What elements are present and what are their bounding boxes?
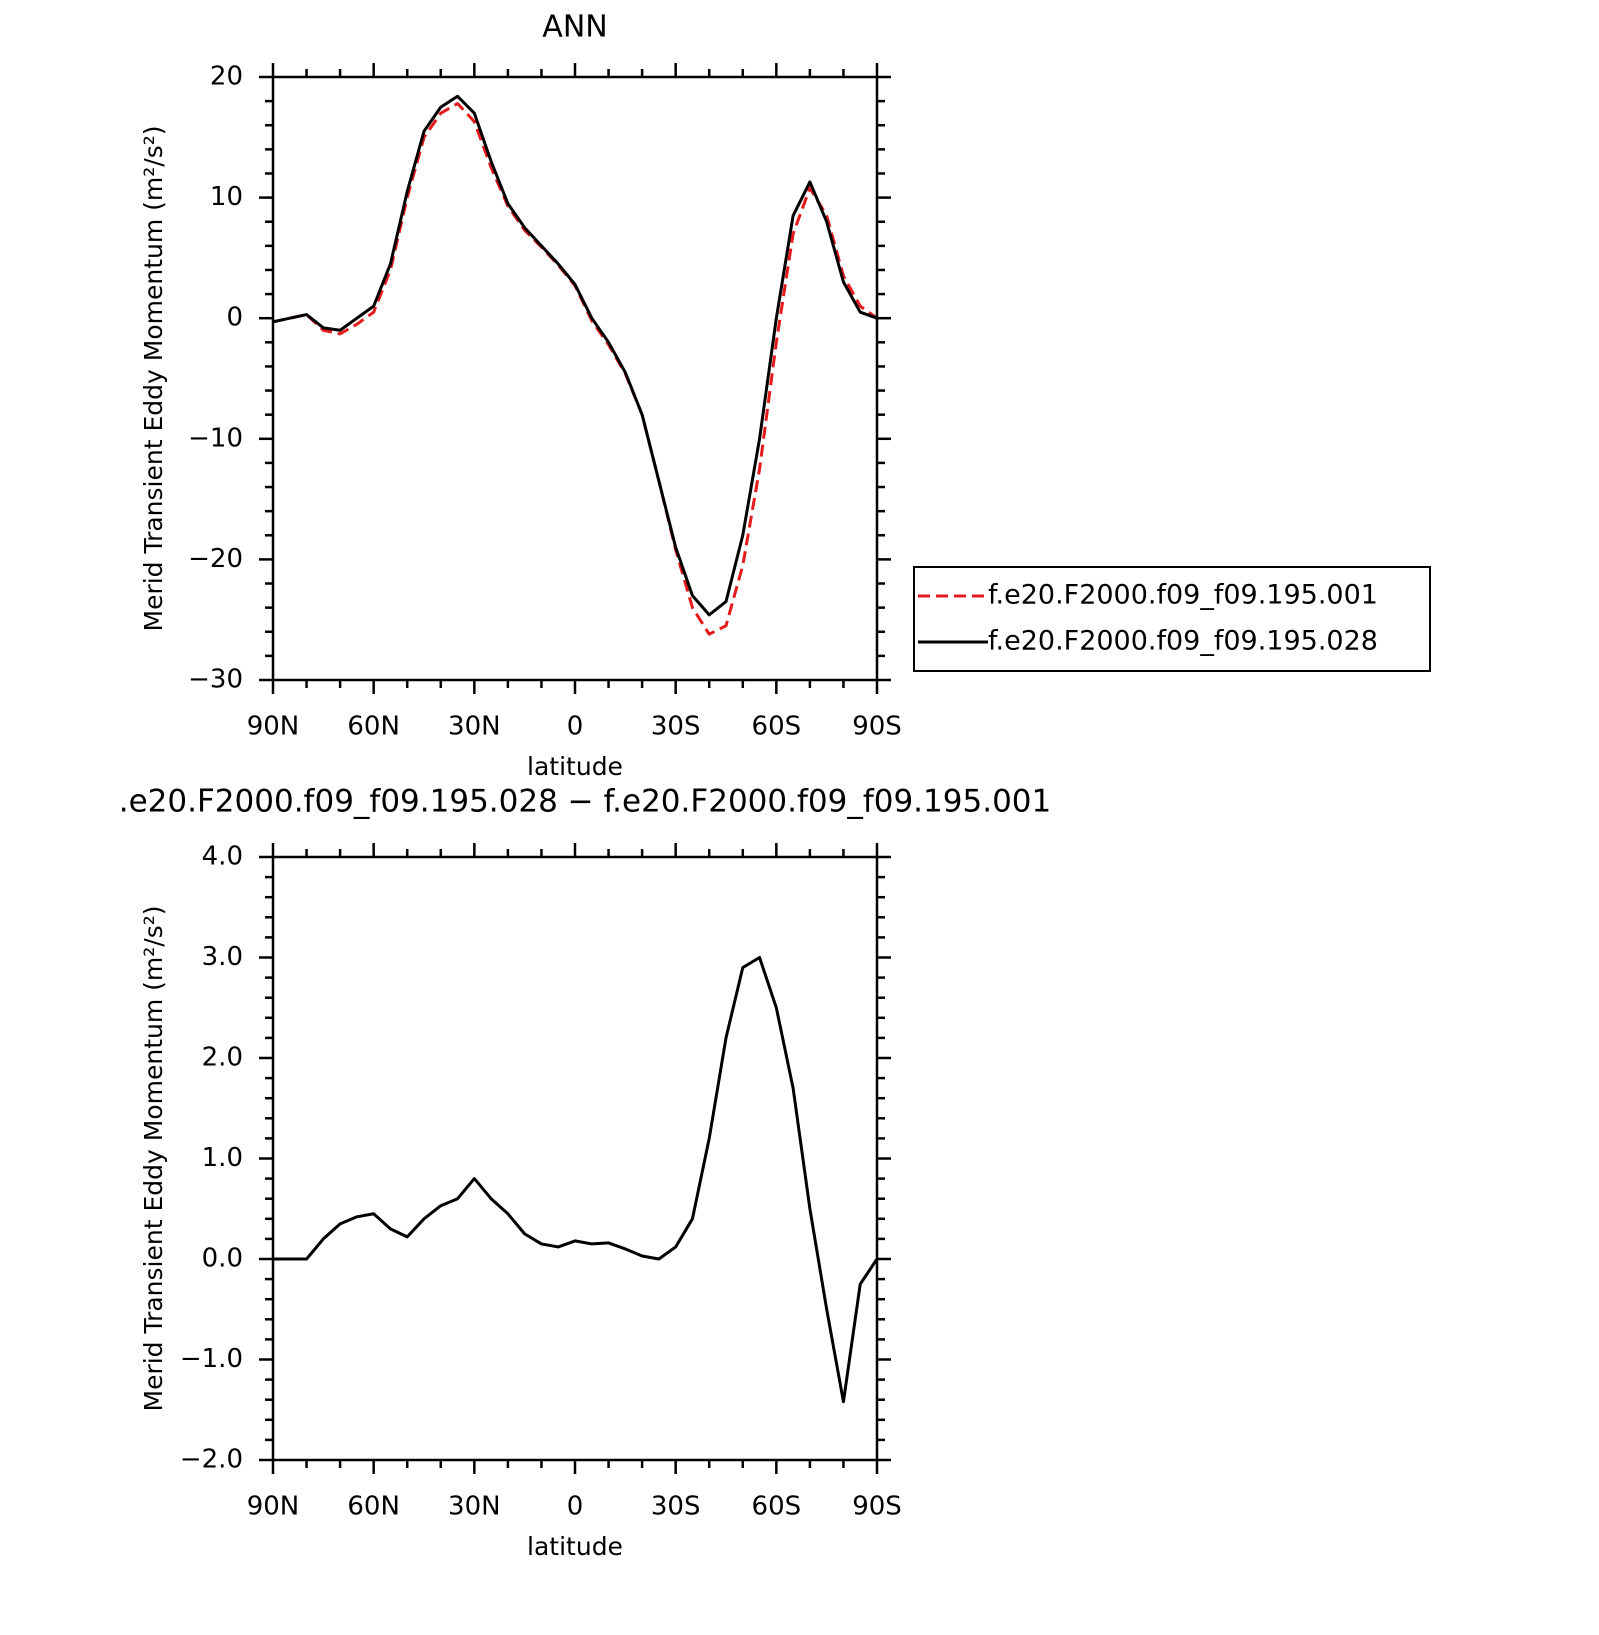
y-axis-label: Merid Transient Eddy Momentum (m²/s²) [139,906,168,1412]
x-tick-label: 60N [347,1492,400,1522]
x-tick-label: 60S [752,1492,802,1522]
x-tick-label: 30N [448,712,501,742]
y-axis-label: Merid Transient Eddy Momentum (m²/s²) [139,126,168,632]
x-tick-label: 90S [852,712,902,742]
legend-label: f.e20.F2000.f09_f09.195.028 [988,626,1378,657]
y-tick-label: 0.0 [202,1244,243,1274]
y-tick-label: −2.0 [180,1445,243,1475]
plot-frame [271,75,879,682]
x-tick-label: 30S [651,1492,701,1522]
y-tick-label: 3.0 [202,942,243,972]
x-tick-label: 0 [567,1492,584,1522]
y-tick-label: −20 [188,544,243,574]
series-line [272,102,878,636]
chart-title: ANN [542,10,607,45]
x-tick-label: 30N [448,1492,501,1522]
y-tick-label: −30 [188,665,243,695]
plot-frame [271,855,879,1462]
chart-title: .e20.F2000.f09_f09.195.028 − f.e20.F2000… [119,784,1051,820]
legend-label: f.e20.F2000.f09_f09.195.001 [988,580,1378,611]
y-tick-label: −1.0 [180,1344,243,1374]
x-tick-label: 60N [347,712,400,742]
y-tick-label: 4.0 [202,842,243,872]
x-tick-label: 90N [247,1492,300,1522]
y-tick-label: 1.0 [202,1143,243,1173]
x-tick-label: 30S [651,712,701,742]
legend-box [913,566,1431,672]
series-line [273,956,879,1404]
y-tick-label: 20 [210,62,243,92]
y-tick-label: 10 [210,182,243,212]
x-tick-label: 60S [752,712,802,742]
y-tick-label: 2.0 [202,1043,243,1073]
y-tick-label: −10 [188,423,243,453]
y-tick-label: 0 [226,303,243,333]
x-axis-label: latitude [527,1532,623,1561]
series-line [272,94,878,617]
x-tick-label: 90N [247,712,300,742]
x-tick-label: 90S [852,1492,902,1522]
x-axis-label: latitude [527,752,623,781]
x-tick-label: 0 [567,712,584,742]
